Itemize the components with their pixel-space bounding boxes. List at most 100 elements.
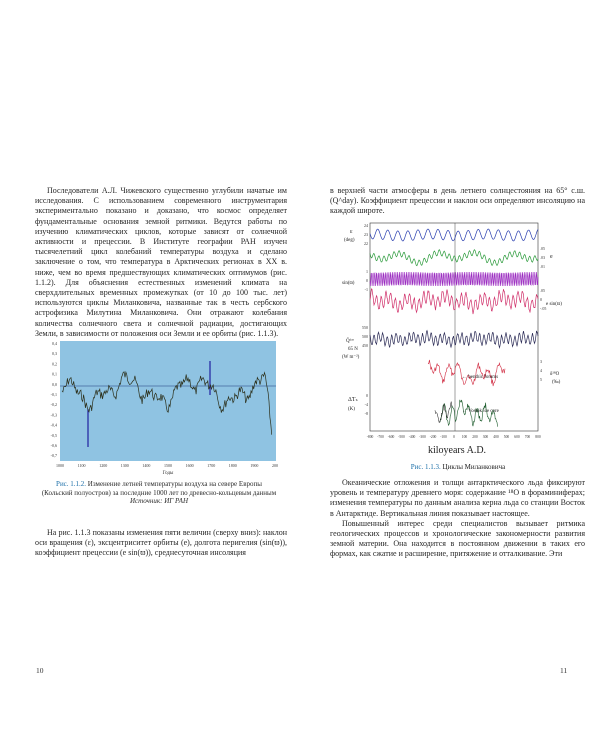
milankovitch-right-tick: .01 <box>540 264 545 269</box>
milankovitch-x-tick: -700 <box>377 435 384 439</box>
label-eps: ε <box>350 229 353 235</box>
left-figure-source-value: ИГ РАН <box>164 497 188 506</box>
precession-series <box>369 288 539 315</box>
left-figure-caption-text: Изменение летней температуры воздуха на … <box>41 480 277 497</box>
temperature-plot-area <box>60 341 276 461</box>
temperature-y-ticks: 0,4 0,3 0,2 0,1 0,0 -0,1 -0,2 -0,3 -0,4 -0,5 -0,6 -… <box>51 341 57 459</box>
right-bottom-text: Океанические отложения и толщи антарктич… <box>330 478 585 560</box>
temperature-x-tick: 1500 <box>164 463 172 468</box>
milankovitch-right-tick: .05 <box>540 288 545 293</box>
label-q: Q̄ᵈᵃʸ <box>346 338 355 344</box>
temperature-y-tick: 0,4 <box>52 341 57 347</box>
left-figure-label: Рис. 1.1.2. <box>56 480 87 488</box>
milankovitch-x-tick: 0 <box>453 435 455 439</box>
temperature-y-tick: 0,1 <box>52 372 57 378</box>
label-sinw: sin(ϖ) <box>342 281 355 286</box>
right-page: в верхней части атмосферы в день летнего… <box>300 0 600 750</box>
temperature-x-tick: 1000 <box>56 463 64 468</box>
milankovitch-x-tick: 400 <box>493 435 499 439</box>
milankovitch-x-tick: -200 <box>430 435 437 439</box>
temperature-y-tick: 0,3 <box>52 351 57 357</box>
milankovitch-x-tick: 600 <box>514 435 520 439</box>
milankovitch-right-tick: .05 <box>540 246 545 251</box>
milankovitch-x-tick: -400 <box>409 435 416 439</box>
temperature-x-tick: 1700 <box>207 463 215 468</box>
left-bottom-text: На рис. 1.1.3 показаны изменения пяти ве… <box>35 528 287 559</box>
label-dt: ΔTₛ <box>348 397 358 403</box>
right-top-paragraph: в верхней части атмосферы в день летнего… <box>330 186 585 216</box>
insolation-series <box>369 329 539 349</box>
milankovitch-left-tick: -8 <box>365 411 368 416</box>
milankovitch-left-tick: 450 <box>362 343 368 348</box>
milankovitch-frame <box>369 222 539 432</box>
milankovitch-x-tick: -600 <box>388 435 395 439</box>
label-eps-unit: (deg) <box>344 238 355 243</box>
temperature-y-tick: -0,4 <box>51 423 57 429</box>
temperature-x-tick: 2000 <box>272 463 278 468</box>
temperature-y-tick: 0,0 <box>52 382 57 388</box>
right-top-text: в верхней части атмосферы в день летнего… <box>330 186 585 217</box>
temperature-y-tick: -0,5 <box>51 433 57 439</box>
right-figure-label: Рис. 1.1.3. <box>410 463 441 471</box>
temperature-x-label: Годы <box>163 471 174 476</box>
temperature-x-ticks: 1000 1100 1200 1300 1400 1500 1600 1700 1800 1900… <box>56 463 278 468</box>
left-bottom-paragraph: На рис. 1.1.3 показаны изменения пяти ве… <box>35 528 287 558</box>
label-d18o: δ¹⁸O <box>550 371 560 377</box>
label-esinw: e sin(ϖ) <box>546 302 562 307</box>
milankovitch-left-tick: 1 <box>366 269 368 274</box>
milankovitch-right-tick: 0 <box>540 297 542 302</box>
milankovitch-x-tick: -300 <box>419 435 426 439</box>
milankovitch-left-tick: 23 <box>364 232 368 237</box>
milankovitch-left-tick: 550 <box>362 325 368 330</box>
temperature-x-tick: 1100 <box>78 463 86 468</box>
milankovitch-x-tick: -800 <box>367 435 374 439</box>
milankovitch-left-tick: 22 <box>364 241 368 246</box>
temperature-x-tick: 1900 <box>250 463 258 468</box>
perihelion-series <box>369 271 539 287</box>
temperature-y-tick: 0,2 <box>52 361 57 367</box>
milankovitch-x-tick: -100 <box>440 435 447 439</box>
milankovitch-x-ticks: -800 -700 -600 -500 -400 -300 -200 -100 0 100 200 3… <box>367 435 541 439</box>
milankovitch-x-tick: 100 <box>462 435 468 439</box>
left-figure-caption: Рис. 1.1.2. Изменение летней температуры… <box>40 480 278 506</box>
eccentricity-series <box>369 249 539 267</box>
milankovitch-right-tick: 5 <box>540 377 542 382</box>
milankovitch-left-tick: -4 <box>365 402 368 407</box>
left-figure-source: Источник: ИГ РАН <box>40 497 278 506</box>
temperature-x-tick: 1300 <box>121 463 129 468</box>
milankovitch-x-tick: 500 <box>504 435 510 439</box>
milankovitch-left-tick: 0 <box>366 393 368 398</box>
left-page: Последователи А.Л. Чижевского существенн… <box>35 186 287 675</box>
temperature-x-tick: 1800 <box>229 463 237 468</box>
temperature-x-tick: 1200 <box>99 463 107 468</box>
obliquity-series <box>369 228 539 242</box>
milankovitch-left-tick: 0 <box>366 278 368 283</box>
milankovitch-x-tick: -500 <box>398 435 405 439</box>
milankovitch-x-tick: 800 <box>535 435 541 439</box>
left-intro-paragraph: Последователи А.Л. Чижевского существенн… <box>35 186 287 338</box>
label-dt-unit: (K) <box>348 407 355 412</box>
label-d18o-unit: (‰) <box>552 380 561 385</box>
temperature-y-tick: -0,2 <box>51 402 57 408</box>
temperature-y-tick: -0,6 <box>51 443 57 449</box>
milankovitch-chart: ε (deg) e sin(ϖ) e sin(ϖ) Q̄ᵈᵃʸ 65 N (W … <box>342 222 562 439</box>
right-figure-caption: Рис. 1.1.3. Циклы Миланковича <box>340 463 576 471</box>
left-figure-source-label: Источник: <box>130 497 163 506</box>
page-number-right: 11 <box>560 666 568 675</box>
label-q-unit: (W m⁻²) <box>342 354 360 360</box>
label-vostok: ← Vostok ice core <box>462 409 500 414</box>
page-number-left: 10 <box>36 666 44 675</box>
label-e: e <box>550 254 553 260</box>
vostok-series <box>439 399 498 427</box>
benthic-forams-series <box>427 359 506 387</box>
label-q-lat: 65 N <box>348 347 358 352</box>
label-benthic: ← benthic forams <box>462 375 498 380</box>
milankovitch-right-tick: 3 <box>540 359 542 364</box>
kiloyears-axis-title: kiloyears A.D. <box>428 445 487 456</box>
milankovitch-left-tick: 500 <box>362 334 368 339</box>
milankovitch-right-tick: 4 <box>540 368 542 373</box>
milankovitch-right-tick: -.05 <box>540 306 546 311</box>
temperature-y-tick: -0,3 <box>51 412 57 418</box>
temperature-y-tick: -0,1 <box>51 392 57 398</box>
temperature-y-tick: -0,7 <box>51 453 57 459</box>
